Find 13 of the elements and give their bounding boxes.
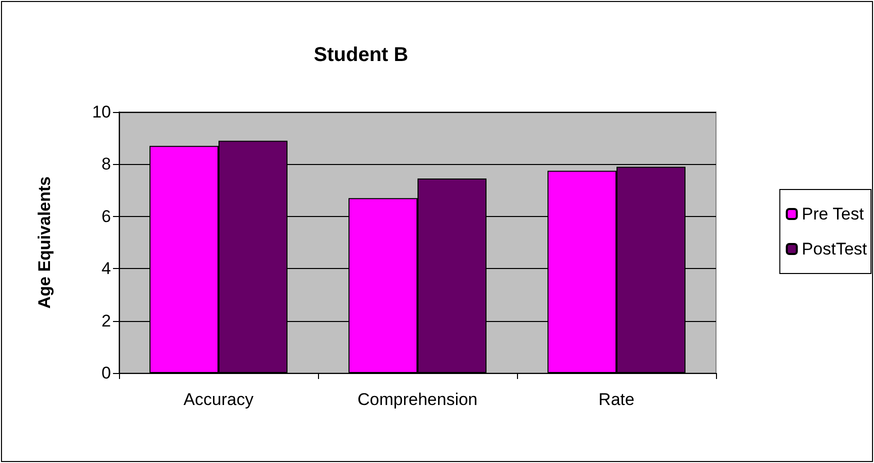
y-tick-label: 6 (102, 206, 111, 226)
y-tick-label: 8 (102, 154, 111, 174)
legend-label: Pre Test (802, 204, 864, 224)
x-tick-label: Accuracy (184, 390, 254, 409)
y-tick-label: 2 (102, 311, 111, 330)
y-tick-label: 0 (102, 364, 111, 382)
y-tick-label: 10 (92, 102, 111, 122)
y-axis-title: Age Equivalents (35, 176, 54, 309)
chart-title: Student B (314, 44, 408, 66)
x-tick-label: Rate (598, 390, 634, 409)
legend-label: PostTest (802, 240, 868, 258)
x-tick-label: Comprehension (357, 390, 478, 409)
y-tick-label: 4 (102, 259, 111, 278)
